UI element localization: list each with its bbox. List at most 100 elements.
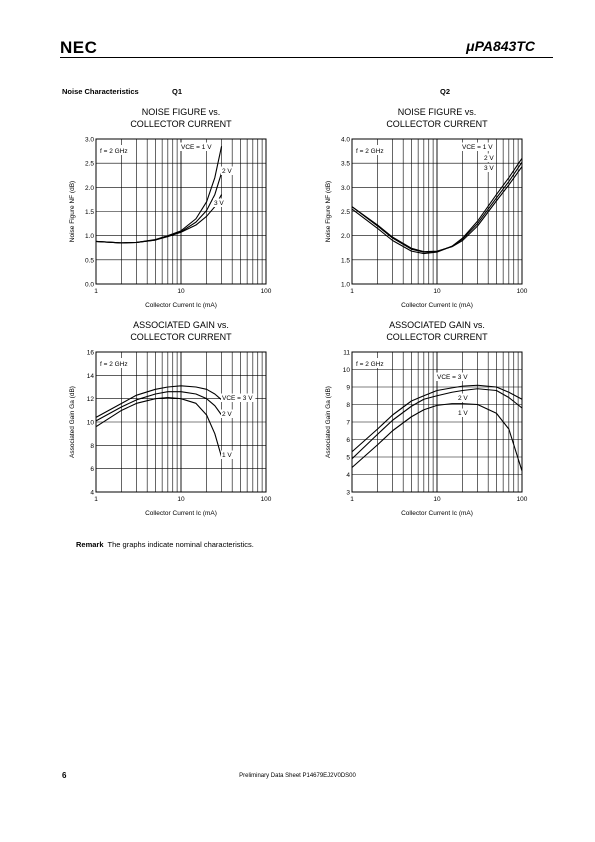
x-tick-label: 10 [433, 496, 441, 503]
series-line [351, 166, 523, 253]
chart-title-line: NOISE FIGURE vs. [398, 107, 477, 117]
series-label: 3 V [214, 200, 224, 207]
y-tick-label: 4 [90, 490, 94, 497]
series-label-bg [221, 450, 234, 459]
series-label: VCE = 1 V [462, 144, 493, 151]
section-title: Noise Characteristics [62, 87, 139, 96]
series-label-bg [180, 142, 215, 151]
series-label: 2 V [484, 155, 494, 162]
y-tick-label: 5 [346, 455, 350, 462]
x-tick-label: 1 [94, 288, 98, 295]
q2-label: Q2 [440, 87, 451, 96]
y-axis-label: Noise Figure NF (dB) [325, 181, 332, 242]
plot-frame [95, 351, 267, 493]
series-line [95, 146, 223, 244]
y-tick-label: 1.5 [85, 209, 94, 216]
x-tick-label: 10 [177, 288, 185, 295]
series-label-bg [457, 408, 470, 417]
y-axis-label: Associated Gain Ga (dB) [69, 386, 76, 458]
y-tick-label: 2.0 [85, 185, 94, 192]
company-logo: NEC [60, 38, 98, 57]
y-tick-label: 2.5 [341, 209, 350, 216]
series-label-bg [213, 198, 226, 207]
x-tick-label: 1 [94, 496, 98, 503]
footer-text: Preliminary Data Sheet P14679EJ2V0DS00 [239, 773, 356, 779]
q1-label: Q1 [172, 87, 183, 96]
y-tick-label: 3.0 [85, 137, 94, 144]
series-label-bg [221, 166, 234, 175]
y-tick-label: 2.5 [85, 161, 94, 168]
x-tick-label: 10 [177, 496, 185, 503]
remark-text: The graphs indicate nominal characterist… [107, 540, 254, 549]
y-tick-label: 6 [90, 466, 94, 473]
series-line [351, 388, 523, 460]
series-line [351, 384, 523, 453]
series-label: 2 V [222, 168, 232, 175]
plot-frame [351, 351, 523, 493]
x-tick-label: 1 [350, 496, 354, 503]
series-label-bg [457, 393, 470, 402]
x-tick-label: 10 [433, 288, 441, 295]
y-tick-label: 0.5 [85, 257, 94, 264]
y-tick-label: 1.0 [341, 282, 350, 289]
remark-label: Remark [76, 540, 104, 549]
part-number: μPA843TC [466, 38, 535, 54]
y-tick-label: 14 [87, 373, 95, 380]
series-line [95, 396, 223, 458]
page-number: 6 [62, 771, 67, 780]
y-tick-label: 3 [346, 490, 350, 497]
y-tick-label: 7 [346, 420, 350, 427]
y-axis-label: Noise Figure NF (dB) [69, 181, 76, 242]
x-tick-label: 100 [517, 288, 528, 295]
plot-frame [95, 138, 267, 285]
y-tick-label: 6 [346, 437, 350, 444]
series-label-bg [483, 153, 496, 162]
plot-frame [351, 138, 523, 285]
condition-label: f = 2 GHz [100, 361, 128, 368]
series-label: 2 V [458, 395, 468, 402]
y-tick-label: 2.0 [341, 233, 350, 240]
series-line [95, 194, 223, 244]
y-tick-label: 3.0 [341, 185, 350, 192]
series-label-bg [461, 142, 496, 151]
y-tick-label: 4 [346, 472, 350, 479]
chart-title-line: COLLECTOR CURRENT [130, 332, 232, 342]
chart-title-line: COLLECTOR CURRENT [386, 332, 488, 342]
x-axis-label: Collector Current Ic (mA) [401, 302, 473, 309]
chart-title-line: NOISE FIGURE vs. [142, 107, 221, 117]
x-tick-label: 100 [261, 288, 272, 295]
y-tick-label: 4.0 [341, 137, 350, 144]
y-tick-label: 16 [87, 350, 95, 357]
y-tick-label: 1.0 [85, 233, 94, 240]
series-line [95, 391, 223, 422]
x-axis-label: Collector Current Ic (mA) [401, 510, 473, 517]
series-line [95, 385, 222, 418]
series-label: 2 V [222, 411, 232, 418]
y-tick-label: 8 [346, 402, 350, 409]
chart-title-line: COLLECTOR CURRENT [130, 119, 232, 129]
y-tick-label: 10 [87, 420, 95, 427]
condition-label-bg [354, 358, 392, 368]
condition-label-bg [98, 145, 136, 155]
header-rule [60, 57, 553, 58]
y-tick-label: 9 [346, 385, 350, 392]
series-label: VCE = 3 V [222, 395, 253, 402]
condition-label: f = 2 GHz [356, 361, 384, 368]
y-tick-label: 0.0 [85, 282, 94, 289]
condition-label: f = 2 GHz [100, 148, 128, 155]
condition-label-bg [354, 145, 392, 155]
series-label-bg [483, 163, 496, 172]
chart-title-line: ASSOCIATED GAIN vs. [133, 320, 229, 330]
x-tick-label: 100 [517, 496, 528, 503]
y-tick-label: 11 [343, 350, 350, 357]
series-label: VCE = 1 V [181, 144, 212, 151]
chart-title-line: ASSOCIATED GAIN vs. [389, 320, 485, 330]
series-label-bg [221, 393, 256, 402]
y-tick-label: 10 [343, 367, 351, 374]
series-line [351, 403, 523, 472]
y-tick-label: 12 [87, 396, 95, 403]
x-tick-label: 100 [261, 496, 272, 503]
series-label: 1 V [222, 452, 232, 459]
remark: Remark The graphs indicate nominal charac… [76, 540, 254, 549]
